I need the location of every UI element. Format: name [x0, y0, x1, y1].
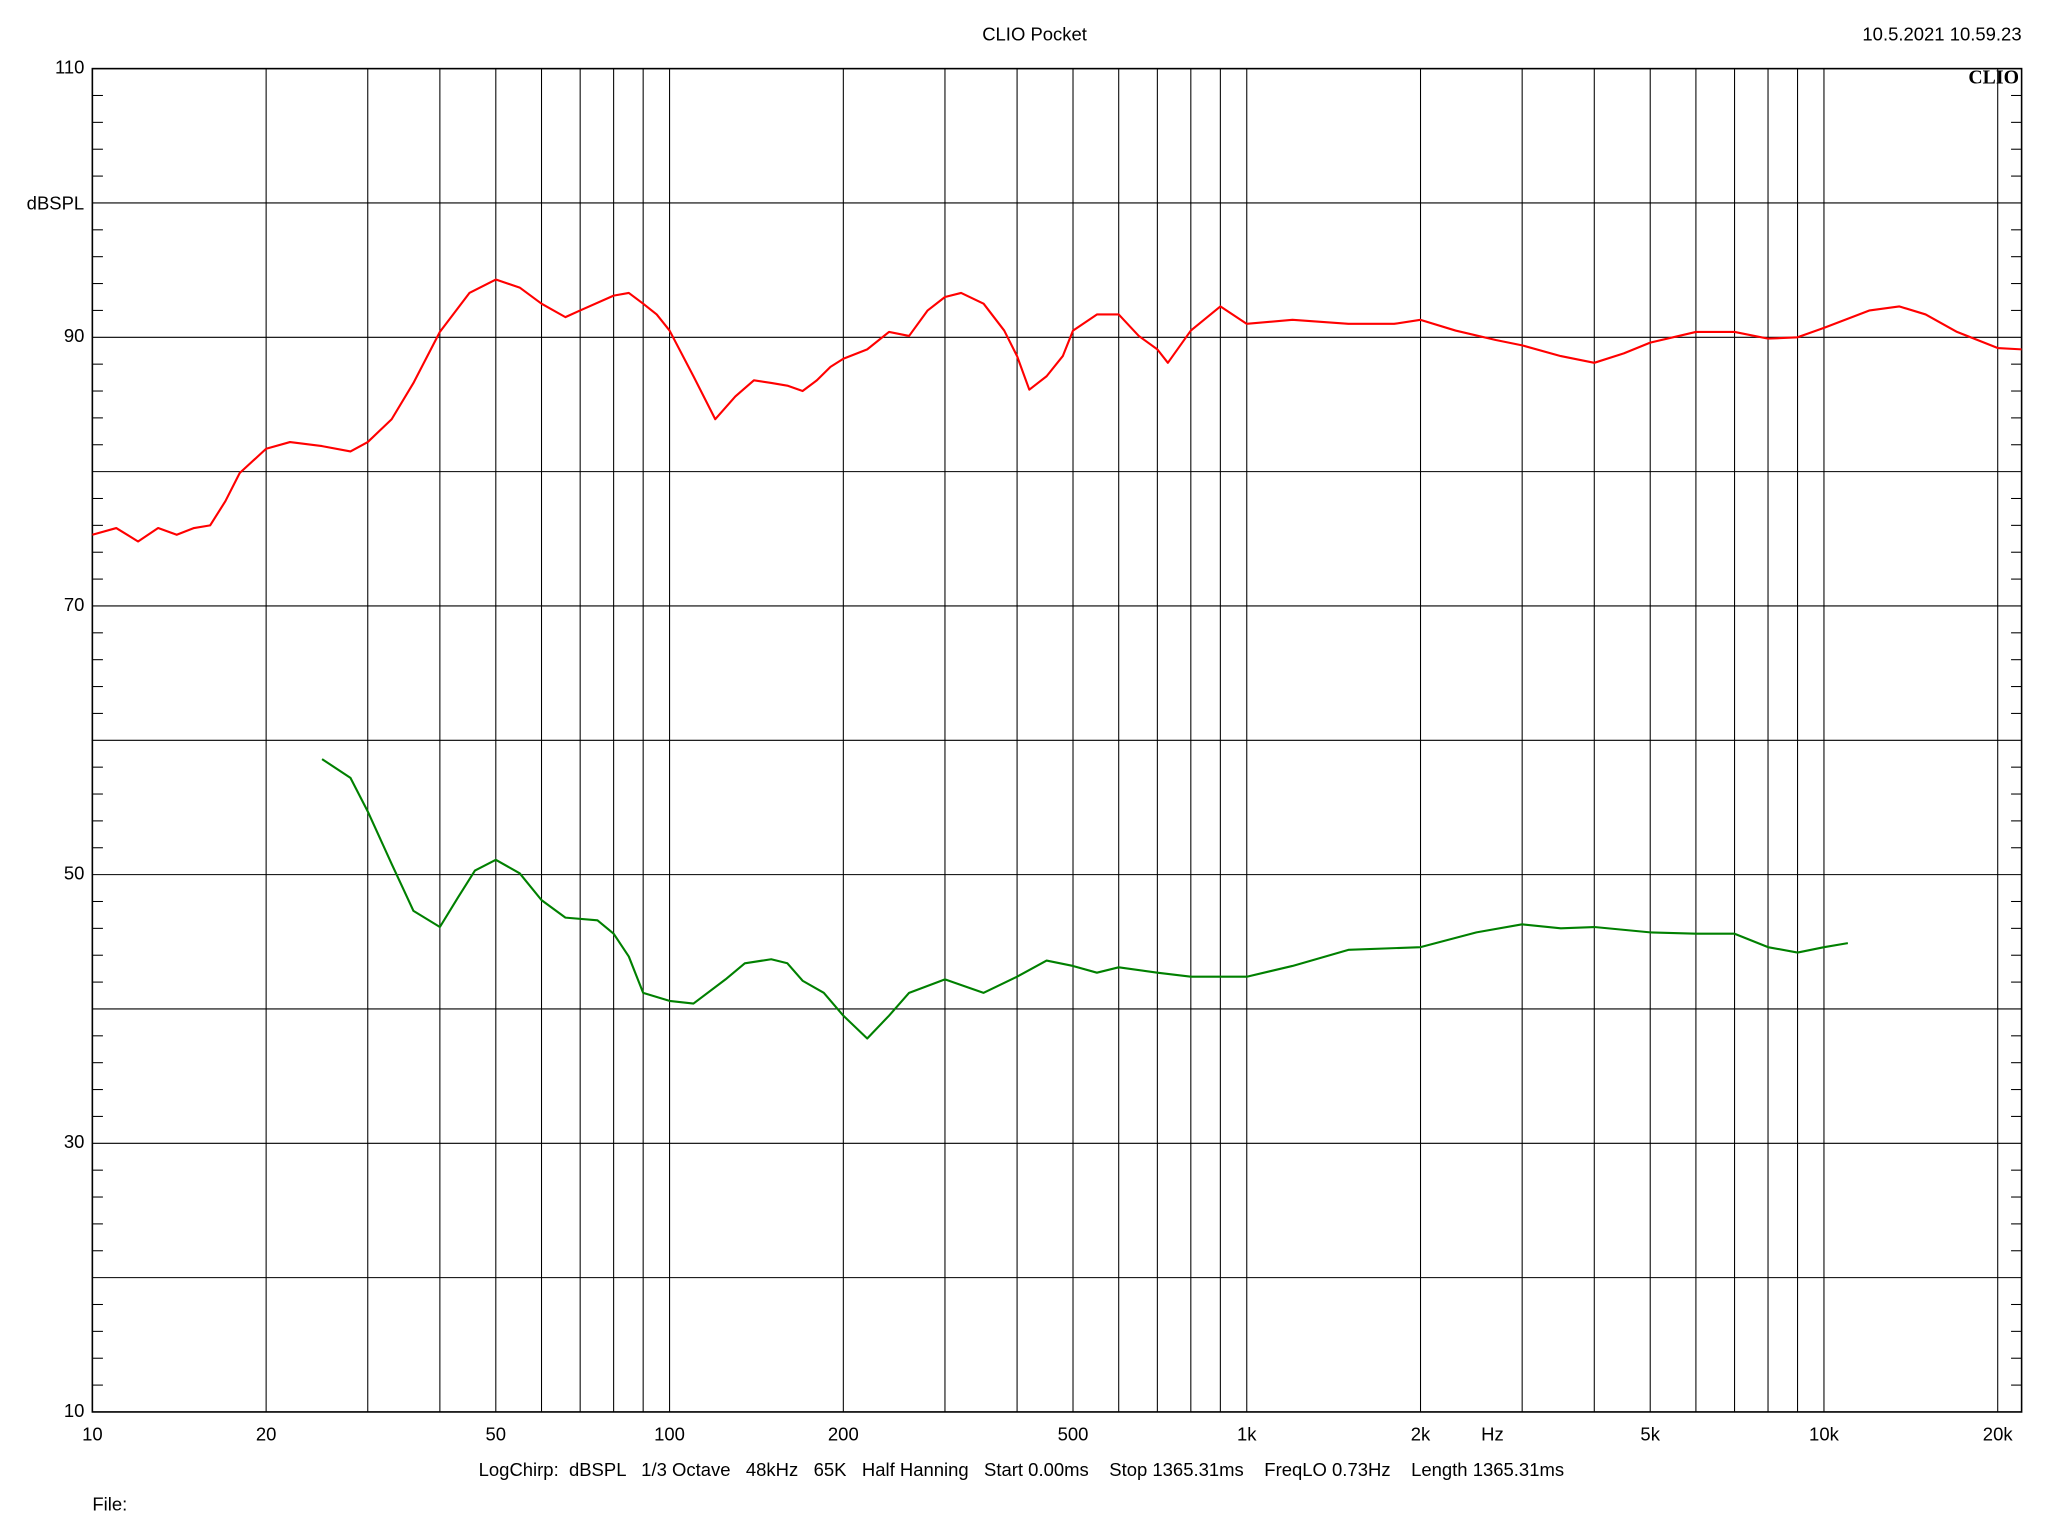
- y-tick-label: 10: [64, 1400, 85, 1421]
- x-tick-label: 100: [654, 1424, 685, 1445]
- chart-title: CLIO Pocket: [982, 24, 1087, 45]
- x-tick-label: 2k: [1411, 1424, 1431, 1445]
- x-tick-label: 1k: [1237, 1424, 1257, 1445]
- y-tick-label: 70: [64, 594, 85, 615]
- file-label: File:: [92, 1494, 127, 1515]
- y-axis-label: dBSPL: [27, 192, 85, 213]
- logo: CLIO: [1968, 67, 2019, 89]
- x-axis-label: Hz: [1481, 1424, 1504, 1445]
- x-tick-label: 20: [256, 1424, 277, 1445]
- series-line: [321, 758, 1849, 1040]
- timestamp: 10.5.2021 10.59.23: [1862, 24, 2021, 45]
- y-tick-label: 50: [64, 862, 85, 883]
- plot-frame: [91, 67, 2023, 1413]
- x-tick-label: 10: [82, 1424, 103, 1445]
- settings-line: LogChirp: dBSPL 1/3 Octave 48kHz 65K Hal…: [479, 1459, 1564, 1480]
- series-line: [92, 278, 2022, 543]
- y-tick-label: 30: [64, 1131, 85, 1152]
- x-tick-label: 200: [828, 1424, 859, 1445]
- x-tick-label: 500: [1058, 1424, 1089, 1445]
- y-tick-label: 90: [64, 325, 85, 346]
- y-tick-label: 110: [55, 56, 84, 77]
- x-tick-label: 50: [486, 1424, 507, 1445]
- x-tick-label: 20k: [1983, 1424, 2014, 1445]
- x-tick-label: 5k: [1640, 1424, 1660, 1445]
- x-tick-label: 10k: [1809, 1424, 1840, 1445]
